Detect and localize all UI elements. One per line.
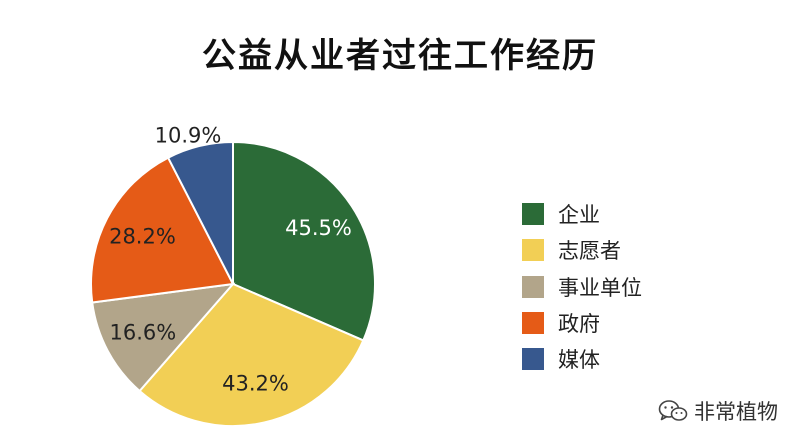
legend-swatch [522, 239, 544, 262]
pie-slice [232, 140, 376, 342]
slice-value-label: 45.5% [285, 216, 352, 240]
wechat-icon [658, 400, 688, 421]
legend-label: 志愿者 [558, 239, 621, 264]
legend-item: 事业单位 [522, 269, 642, 305]
legend-item: 企业 [522, 196, 642, 232]
legend-swatch [522, 203, 544, 226]
legend: 企业志愿者事业单位政府媒体 [522, 196, 642, 377]
legend-label: 媒体 [558, 348, 600, 373]
pie-slice [166, 140, 234, 285]
pie-slice [90, 156, 235, 304]
legend-item: 政府 [522, 305, 642, 341]
pie-slice [91, 282, 236, 393]
legend-item: 媒体 [522, 341, 642, 377]
legend-swatch [522, 348, 544, 371]
watermark: 非常植物 [658, 396, 778, 426]
slice-value-label: 43.2% [222, 372, 289, 396]
pie-slice [138, 282, 365, 427]
legend-swatch [522, 275, 544, 298]
legend-label: 事业单位 [558, 275, 642, 300]
slice-value-label: 16.6% [110, 320, 177, 344]
watermark-text: 非常植物 [694, 400, 778, 424]
slice-value-label: 10.9% [155, 123, 222, 147]
legend-swatch [522, 312, 544, 335]
slice-value-label: 28.2% [109, 225, 176, 249]
legend-label: 政府 [558, 312, 600, 337]
chart-title: 公益从业者过往工作经历 [202, 36, 598, 76]
legend-item: 志愿者 [522, 232, 642, 268]
legend-label: 企业 [558, 203, 600, 228]
